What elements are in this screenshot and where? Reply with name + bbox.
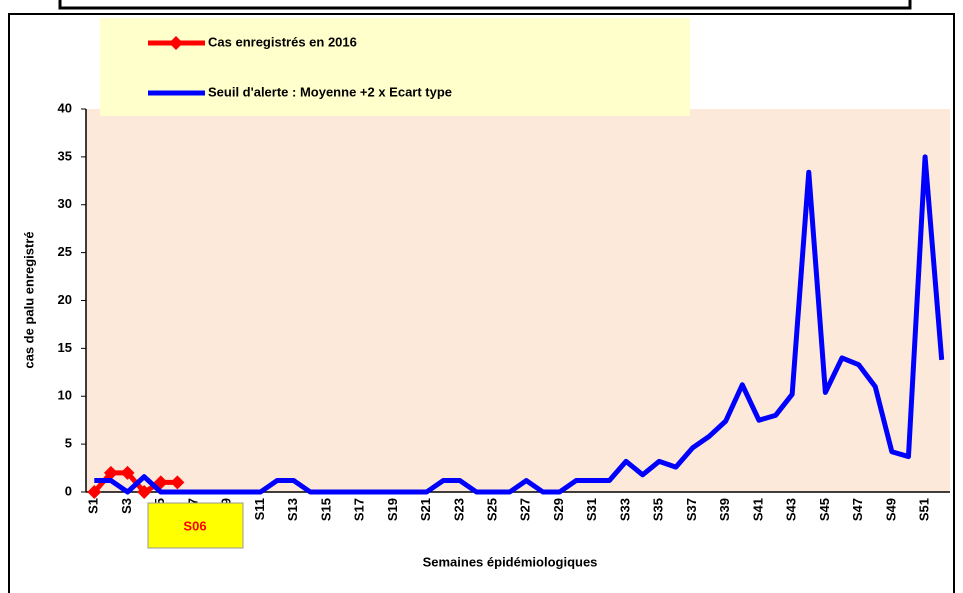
x-tick-label: S39 <box>717 498 732 521</box>
legend-box <box>100 18 690 116</box>
y-tick-label: 30 <box>58 196 72 211</box>
x-tick-label: S1 <box>86 498 101 514</box>
x-tick-label: S29 <box>551 498 566 521</box>
x-tick-label: S49 <box>883 498 898 521</box>
y-tick-label: 15 <box>58 340 72 355</box>
x-tick-label: S25 <box>485 498 500 521</box>
plot-background <box>86 109 950 492</box>
x-tick-label: S17 <box>352 498 367 521</box>
x-tick-label: S3 <box>119 498 134 514</box>
x-tick-label: S37 <box>684 498 699 521</box>
x-tick-label: S45 <box>817 498 832 521</box>
x-tick-label: S47 <box>850 498 865 521</box>
legend-label: Cas enregistrés en 2016 <box>208 34 357 49</box>
x-axis-title: Semaines épidémiologiques <box>423 554 598 569</box>
y-tick-label: 0 <box>65 483 72 498</box>
annotation-label: S06 <box>183 518 206 533</box>
x-tick-label: S11 <box>252 498 267 520</box>
data-point <box>170 475 185 490</box>
x-tick-label: S51 <box>917 498 932 521</box>
y-tick-label: 5 <box>65 436 72 451</box>
data-point <box>120 465 135 480</box>
y-tick-label: 35 <box>58 148 72 163</box>
y-tick-label: 10 <box>58 388 72 403</box>
legend-marker <box>169 36 183 50</box>
y-tick-label: 40 <box>58 100 72 115</box>
x-tick-label: S33 <box>617 498 632 521</box>
x-tick-label: S19 <box>385 498 400 521</box>
x-tick-label: S21 <box>418 498 433 521</box>
title-bar <box>58 0 912 10</box>
x-tick-label: S31 <box>584 498 599 521</box>
y-tick-label: 25 <box>58 244 72 259</box>
x-tick-label: S15 <box>318 498 333 521</box>
annotation-box <box>147 502 244 549</box>
data-point <box>137 485 152 499</box>
y-axis-title: cas de palu enregistré <box>21 231 36 368</box>
x-tick-label: S27 <box>518 498 533 521</box>
x-tick-label: S35 <box>651 498 666 521</box>
x-tick-label: S43 <box>784 498 799 521</box>
legend-label: Seuil d'alerte : Moyenne +2 x Ecart type <box>208 84 452 99</box>
data-point <box>103 465 118 480</box>
series-line <box>94 154 945 495</box>
x-tick-label: S13 <box>285 498 300 521</box>
y-tick-label: 20 <box>58 292 72 307</box>
x-tick-label: S41 <box>750 498 765 521</box>
data-point <box>87 485 102 499</box>
x-tick-label: S23 <box>451 498 466 521</box>
